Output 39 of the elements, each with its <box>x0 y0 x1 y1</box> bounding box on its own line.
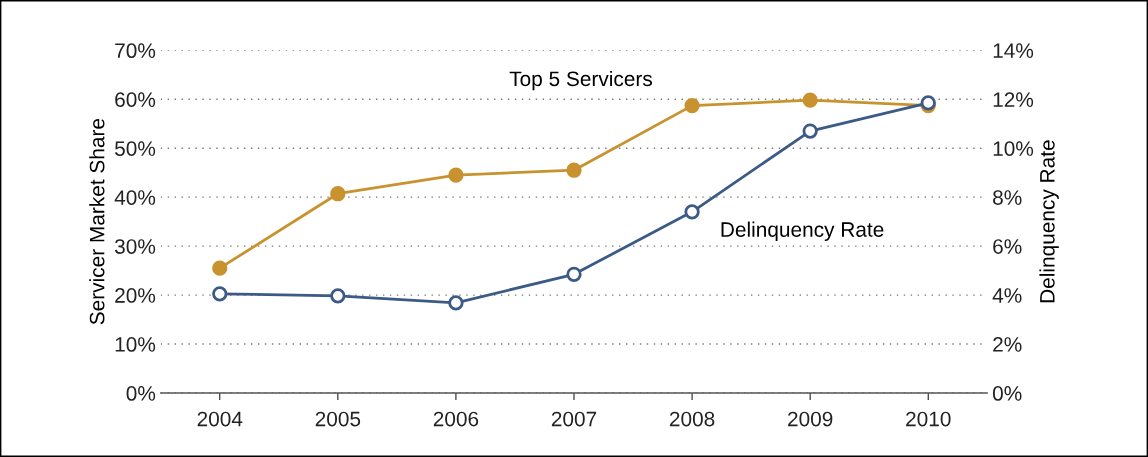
series-label: Top 5 Servicers <box>509 70 652 91</box>
y2-tick-label: 14% <box>993 43 1034 58</box>
point <box>684 204 700 220</box>
y-tick-label: 20% <box>115 288 156 303</box>
y2-tick-label: 12% <box>993 92 1034 107</box>
point <box>802 92 818 108</box>
y-tick-label: 10% <box>115 337 156 352</box>
point <box>448 167 464 183</box>
point <box>330 288 346 304</box>
point <box>802 123 818 139</box>
x-tick-label: 2009 <box>788 411 833 427</box>
point <box>330 186 346 202</box>
y2-tick-label: 4% <box>992 288 1022 303</box>
x-tick-label: 2006 <box>433 411 479 427</box>
point <box>566 266 582 282</box>
y2-tick-label: 10% <box>993 141 1034 156</box>
point <box>684 97 700 114</box>
y-tick-label: 50% <box>115 141 156 156</box>
y2-tick-label: 6% <box>993 239 1022 254</box>
y-tick-label: 70% <box>115 43 156 59</box>
x-tick-label: 2005 <box>315 411 361 427</box>
y2-tick-label: 0% <box>992 386 1022 401</box>
point <box>448 295 464 311</box>
x-tick-label: 2008 <box>669 411 715 427</box>
y2-axis-title: Delinquency Rate <box>1039 140 1059 303</box>
x-tick-label: 2007 <box>551 411 597 427</box>
point <box>566 162 582 178</box>
y-tick-label: 30% <box>114 239 156 254</box>
y-tick-label: 60% <box>115 92 156 107</box>
point <box>212 286 228 302</box>
y-tick-label: 0% <box>126 386 156 401</box>
y-axis-title: Servicer Market Share <box>89 118 105 325</box>
y2-tick-label: 2% <box>993 337 1022 352</box>
x-tick-label: 2004 <box>197 411 243 427</box>
x-tick-label: 2010 <box>906 411 951 427</box>
y2-tick-label: 8% <box>993 190 1022 205</box>
y-tick-label: 40% <box>114 190 156 205</box>
point <box>212 260 228 276</box>
series-label: Delinquency Rate <box>721 221 884 242</box>
